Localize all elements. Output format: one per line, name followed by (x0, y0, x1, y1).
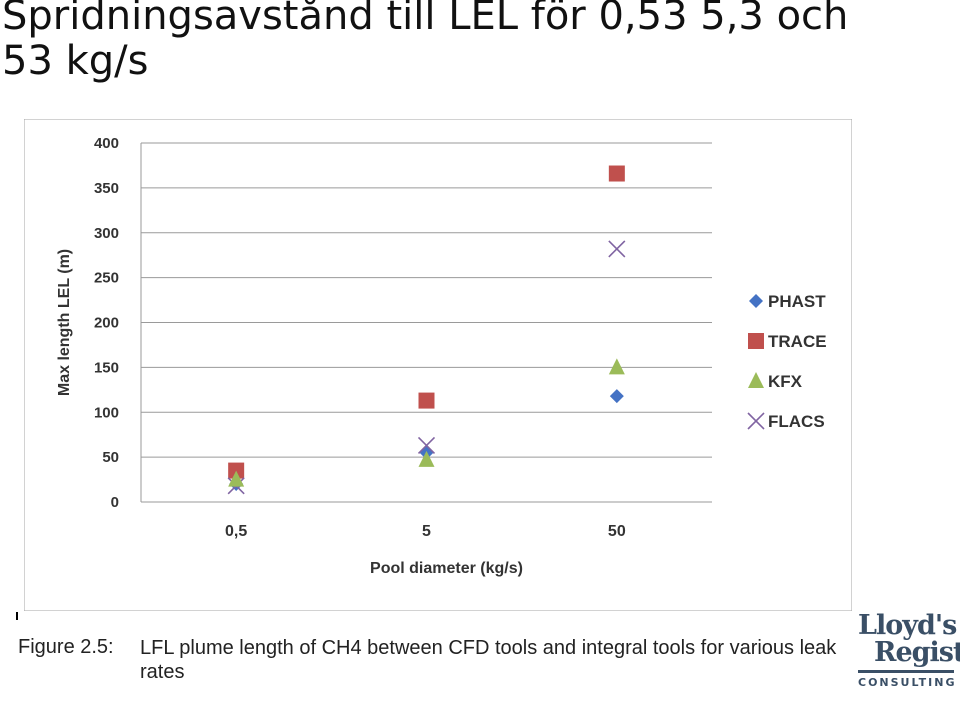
legend-label: PHAST (768, 292, 826, 311)
gridlines (141, 142, 712, 503)
figure-caption-label: Figure 2.5: (18, 636, 114, 658)
x-tick-label: 0,5 (225, 523, 247, 540)
y-tick-label: 300 (94, 225, 119, 242)
logo-line-1: Lloyd's (858, 610, 957, 641)
data-point-trace (608, 165, 625, 182)
logo-subtitle: CONSULTING (858, 676, 957, 689)
x-stroke (608, 240, 626, 258)
legend-label: FLACS (768, 412, 825, 431)
x-tick-label: 50 (608, 523, 626, 540)
chart-area-border (24, 119, 852, 611)
logo-rule (858, 670, 954, 673)
y-tick-label: 50 (102, 449, 119, 466)
data-point-phast (609, 389, 624, 404)
data-point-trace (418, 392, 435, 409)
chart: 0 50 100 150 200 250 300 350 400 0,5 5 50 Pool diame… (24, 119, 852, 611)
y-tick-label: 250 (94, 270, 119, 287)
legend-marker-kfx (748, 372, 764, 388)
legend-marker-flacs (747, 412, 765, 430)
x-stroke (417, 436, 436, 455)
lloyds-register-logo: Lloyd's Register CONSULTING (858, 610, 960, 700)
y-tick-label: 0 (111, 494, 119, 511)
legend-marker-trace (748, 333, 764, 349)
legend-label: TRACE (768, 332, 827, 351)
axes: 0 50 100 150 200 250 300 350 400 0,5 5 50 Pool diame… (56, 135, 626, 577)
data-point-flacs (608, 240, 626, 258)
x-stroke (747, 412, 765, 430)
logo-line-2: Register (874, 637, 960, 668)
data-points (227, 165, 626, 495)
slide-title: Spridningsavstånd till LEL för 0,53 5,3 … (2, 0, 849, 84)
y-tick-label: 200 (94, 315, 119, 332)
data-point-flacs (417, 436, 436, 455)
y-tick-label: 400 (94, 135, 119, 152)
data-point-kfx (608, 358, 625, 375)
y-axis-title: Max length LEL (m) (56, 249, 73, 396)
y-tick-label: 100 (94, 404, 119, 421)
x-tick-label: 5 (422, 523, 431, 540)
figure-caption-text: LFL plume length of CH4 between CFD tool… (140, 637, 837, 683)
y-tick-label: 350 (94, 180, 119, 197)
x-axis-title: Pool diameter (kg/s) (370, 560, 523, 577)
stray-mark (16, 612, 18, 620)
legend-marker-phast (749, 294, 763, 308)
data-point-kfx (228, 470, 245, 487)
legend: PHAST TRACE KFX FLACS (747, 292, 827, 431)
y-tick-label: 150 (94, 359, 119, 376)
data-point-kfx (418, 450, 435, 467)
legend-label: KFX (768, 372, 803, 391)
